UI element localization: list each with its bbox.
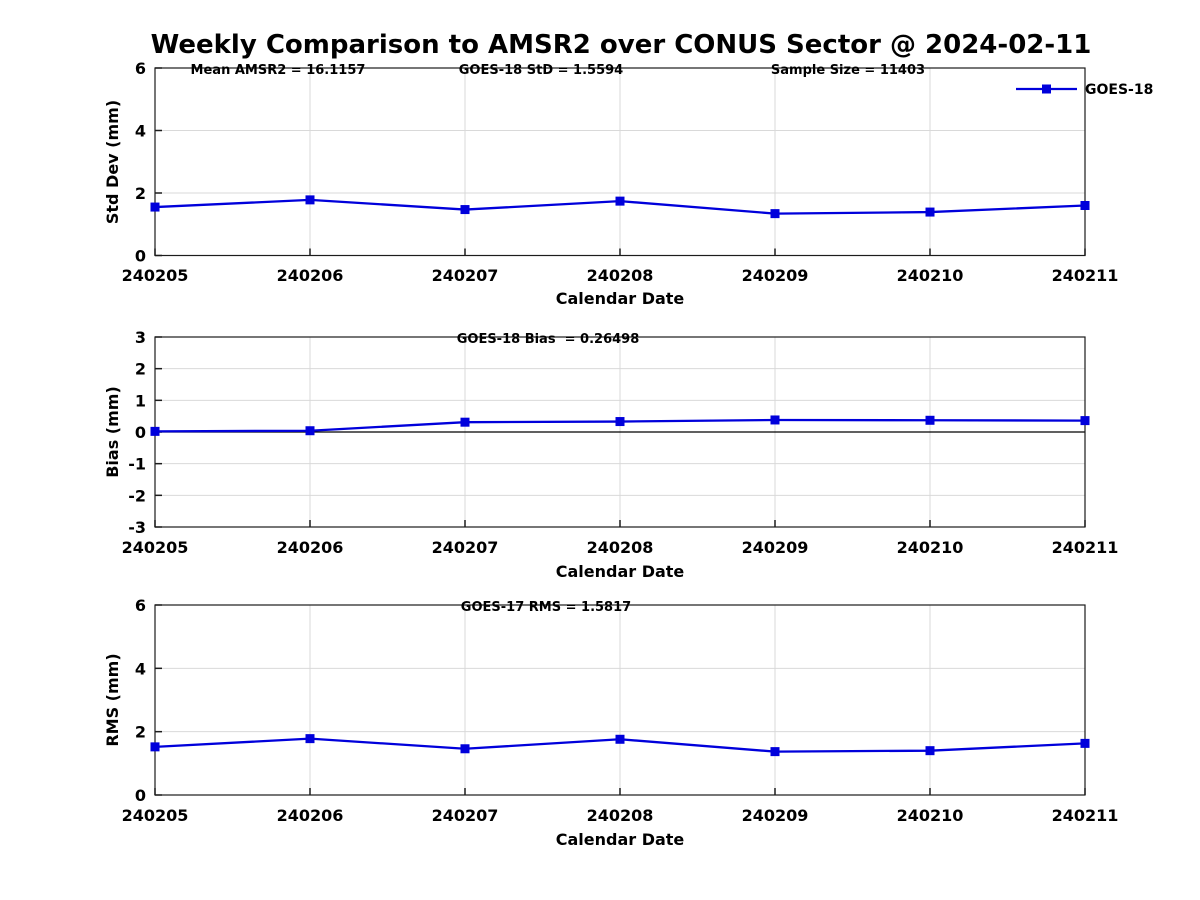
x-tick-label: 240205 [122,806,189,825]
x-axis-label-top: Calendar Date [556,289,685,308]
x-tick-label: 240210 [897,266,964,285]
x-tick-label: 240205 [122,266,189,285]
data-point-marker [925,415,935,425]
x-tick-label: 240207 [432,806,499,825]
annotation-goes17-rms: GOES-17 RMS = 1.5817 [461,600,631,615]
x-tick-label: 240209 [742,538,809,557]
x-tick-label: 240208 [587,806,654,825]
x-tick-label: 240206 [277,266,344,285]
data-point-marker [615,734,625,744]
data-point-marker [770,209,780,219]
legend-label: GOES-18 [1085,82,1153,98]
data-point-marker [1080,416,1090,426]
plots-layer: 240205 240206 240207 240208 240209 240210 2402… [122,59,1119,825]
y-tick-label: 0 [135,423,146,442]
data-point-marker [770,415,780,425]
data-point-marker [770,747,780,757]
data-point-marker [615,196,625,206]
annotation-goes18-bias: GOES-18 Bias = 0.26498 [457,332,640,347]
y-tick-label: -1 [128,455,146,474]
data-point-marker [460,417,470,427]
y-tick-label: 4 [135,122,146,141]
x-tick-label: 240208 [587,266,654,285]
y-tick-label: 6 [135,59,146,78]
x-tick-label: 240211 [1052,806,1119,825]
data-point-marker [460,205,470,215]
x-tick-label: 240210 [897,538,964,557]
data-point-marker [150,742,160,752]
data-point-marker [150,202,160,212]
x-tick-label: 240209 [742,266,809,285]
data-point-marker [305,195,315,205]
data-point-marker [925,746,935,756]
y-axis-label-rms: RMS (mm) [103,653,122,746]
annotation-mean-amsr2: Mean AMSR2 = 16.1157 [191,63,366,78]
y-axis-label-bias: Bias (mm) [103,386,122,478]
x-tick-label: 240209 [742,806,809,825]
x-tick-label: 240210 [897,806,964,825]
annotation-sample-size: Sample Size = 11403 [771,63,925,78]
x-tick-label: 240206 [277,538,344,557]
y-tick-label: 0 [135,786,146,805]
x-axis-label-bottom: Calendar Date [556,830,685,849]
y-tick-label: -2 [128,486,146,505]
data-point-marker [1080,201,1090,210]
x-tick-label: 240207 [432,538,499,557]
x-tick-label: 240205 [122,538,189,557]
y-tick-label: 0 [135,247,146,266]
x-tick-label: 240207 [432,266,499,285]
x-tick-label: 240206 [277,806,344,825]
x-tick-label: 240208 [587,538,654,557]
y-tick-label: -3 [128,518,146,537]
data-point-marker [925,207,935,217]
legend-marker [1042,84,1051,94]
data-point-marker [460,744,470,754]
legend: GOES-18 [1016,82,1153,98]
y-tick-label: 3 [135,328,146,347]
data-point-marker [615,417,625,427]
data-point-marker [1080,738,1090,748]
y-tick-label: 4 [135,659,146,678]
figure-title: Weekly Comparison to AMSR2 over CONUS Se… [151,30,1092,60]
data-point-marker [150,426,160,436]
y-tick-label: 2 [135,723,146,742]
y-tick-label: 2 [135,184,146,203]
annotation-goes18-std: GOES-18 StD = 1.5594 [459,63,623,78]
x-axis-label-middle: Calendar Date [556,562,685,581]
data-point-marker [305,426,315,436]
y-axis-label-std-dev: Std Dev (mm) [103,100,122,224]
x-tick-label: 240211 [1052,538,1119,557]
y-tick-label: 1 [135,391,146,410]
y-tick-label: 6 [135,596,146,615]
data-point-marker [305,734,315,744]
x-tick-label: 240211 [1052,266,1119,285]
y-tick-label: 2 [135,360,146,379]
